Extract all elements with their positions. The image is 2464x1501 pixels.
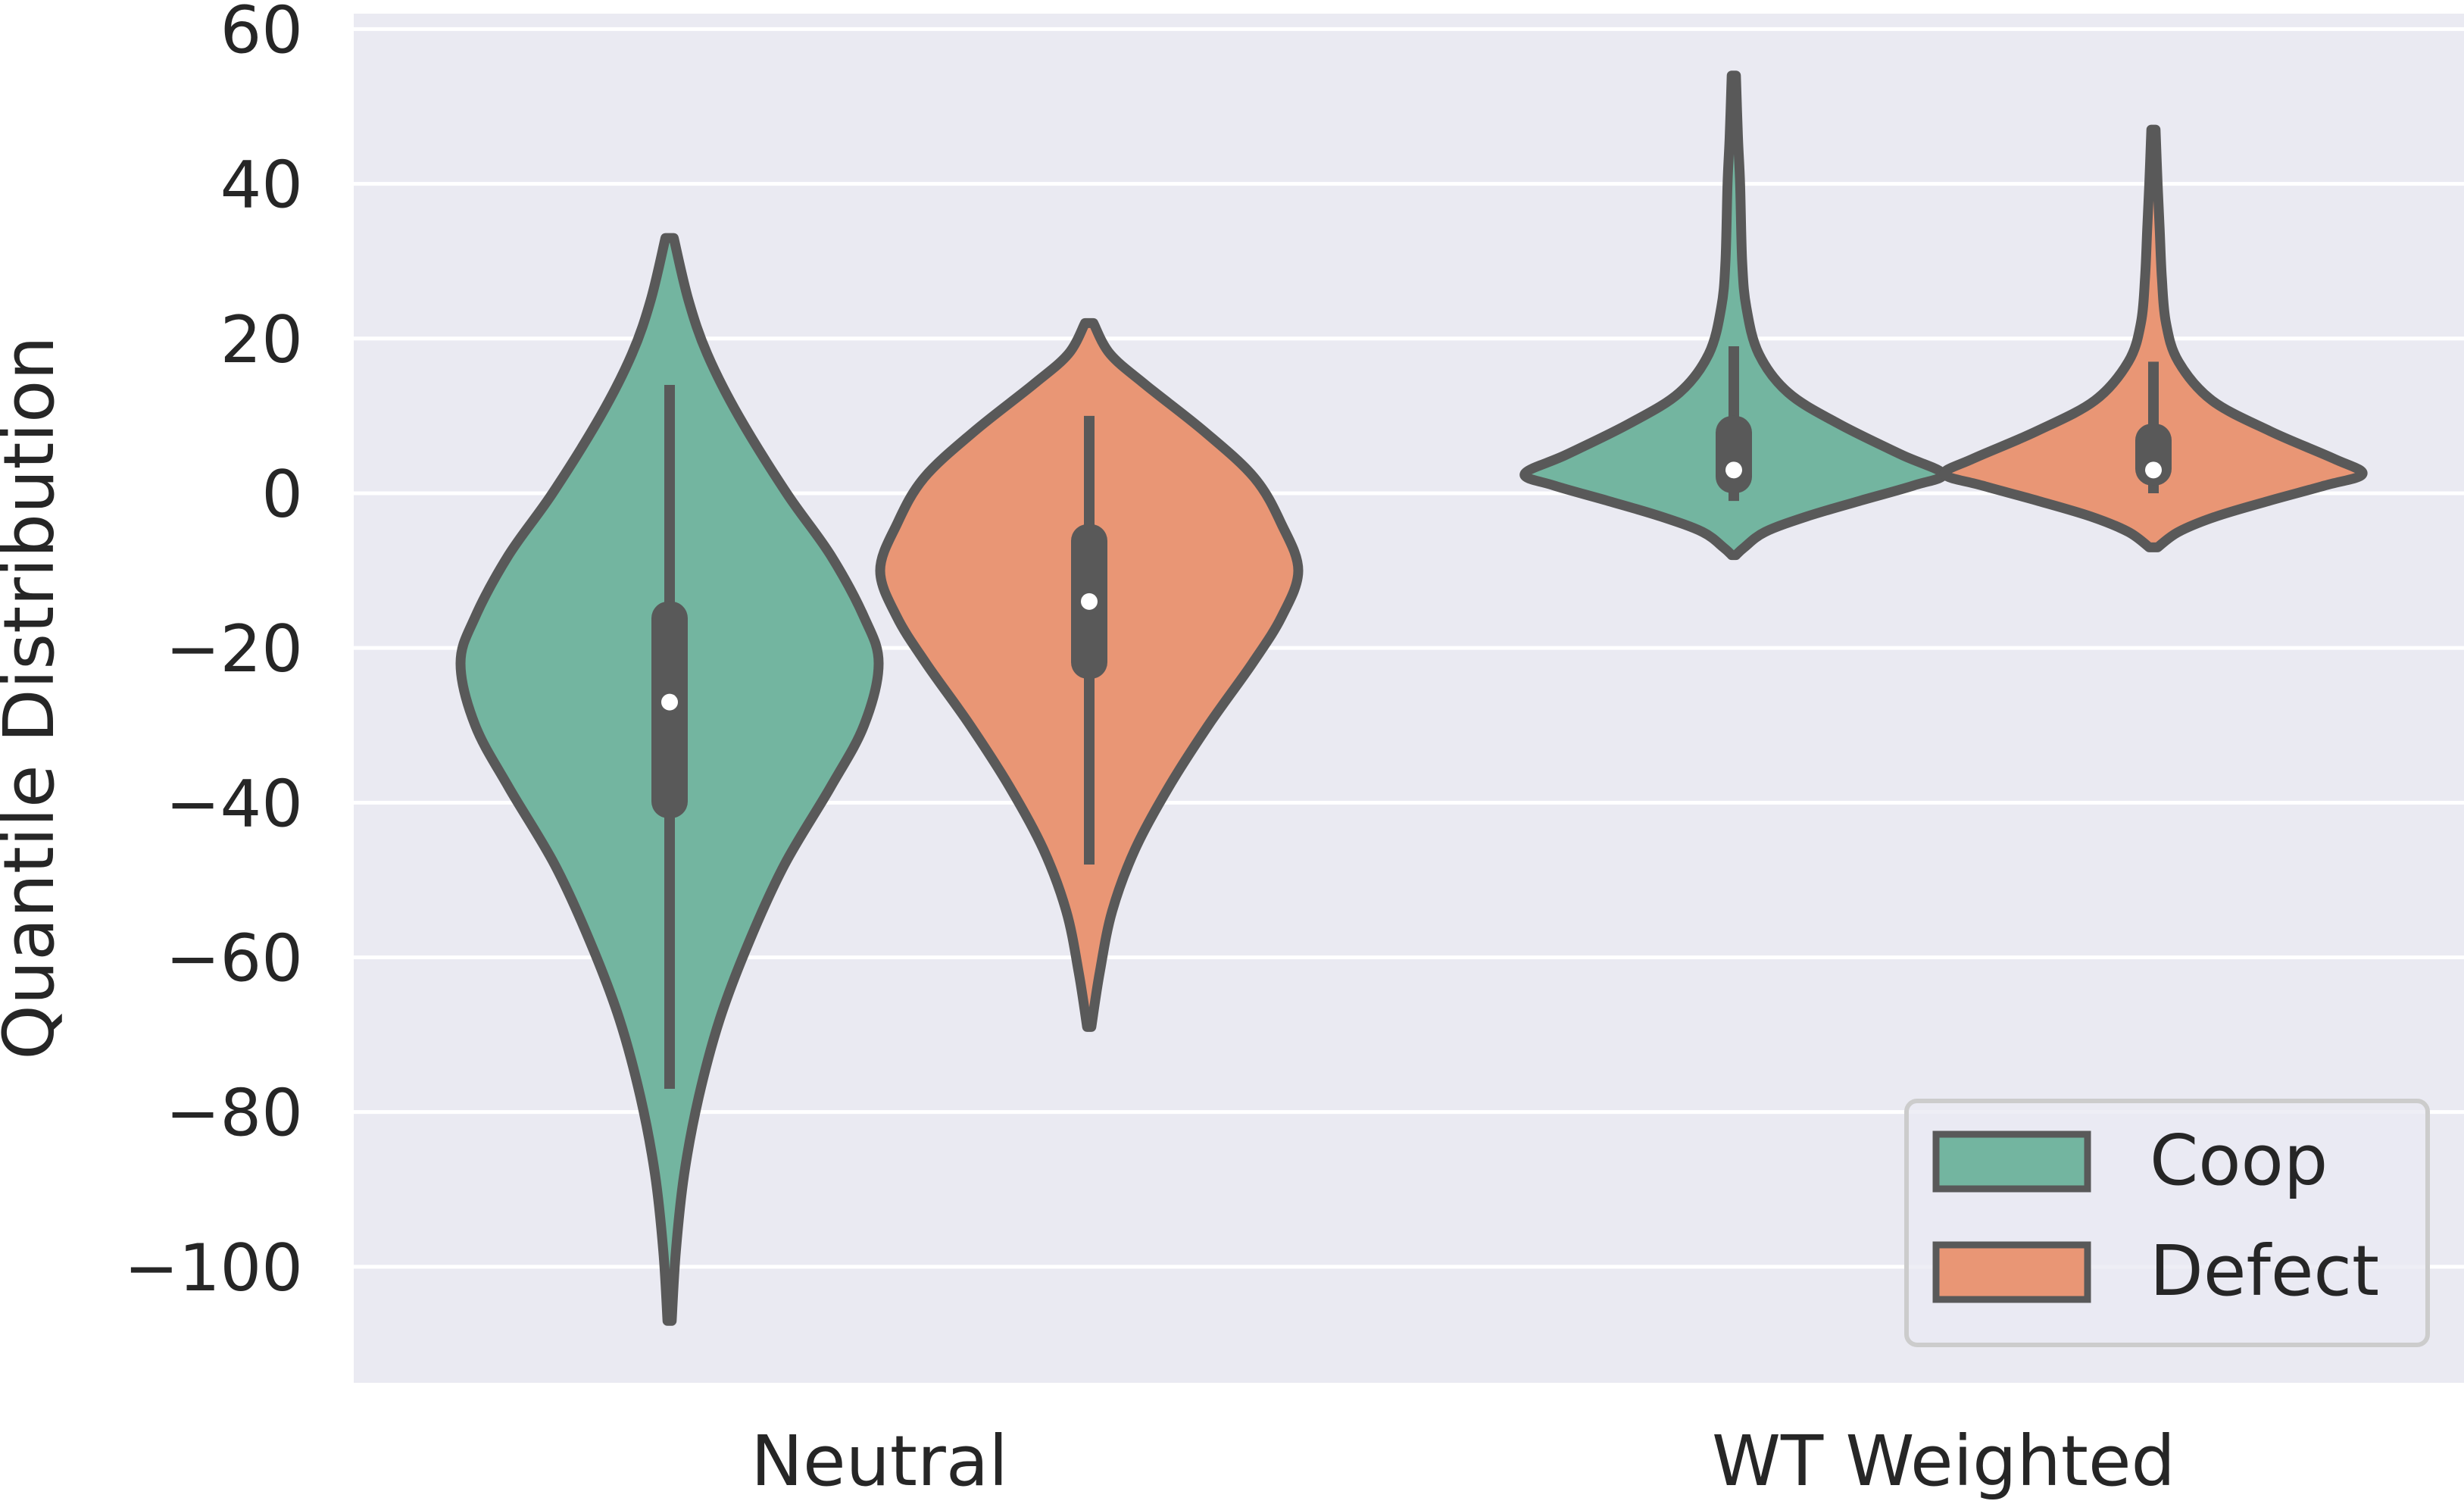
legend-label-coop: Coop <box>2150 1120 2328 1201</box>
violin-median-dot <box>661 693 678 711</box>
y-tick-label: 40 <box>220 148 303 224</box>
violin-coop-wt-weighted <box>1519 70 1948 561</box>
y-tick-label: 60 <box>220 0 303 68</box>
y-axis-label: Quantile Distribution <box>0 336 70 1059</box>
violin-coop-neutral <box>455 233 884 1326</box>
violin-body <box>1519 70 1948 561</box>
violin-median-dot <box>1081 593 1098 610</box>
y-tick-label: −100 <box>124 1231 303 1306</box>
legend-swatch-coop <box>1932 1130 2091 1193</box>
legend-swatch-defect <box>1932 1241 2091 1303</box>
violin-body <box>1939 124 2368 552</box>
violin-median-dot <box>1725 461 1742 479</box>
y-tick-label: −20 <box>166 611 304 687</box>
y-tick-label: 20 <box>220 302 303 378</box>
violin-iqr-box <box>2135 424 2172 486</box>
violin-median-dot <box>2145 461 2162 479</box>
y-axis-ticks: 60 40 20 0 −20 −40 −60 −80 −100 <box>124 0 303 1306</box>
violins <box>455 70 2368 1326</box>
violin-defect-wt-weighted <box>1939 124 2368 552</box>
x-category-label: Neutral <box>751 1421 1008 1501</box>
violin-iqr-box <box>1716 415 1752 493</box>
y-tick-label: 0 <box>261 457 303 533</box>
x-category-label: WT Weighted <box>1712 1421 2175 1501</box>
violin-defect-neutral <box>875 317 1304 1032</box>
y-tick-label: −60 <box>166 921 304 997</box>
legend: Coop Defect <box>1904 1099 2430 1347</box>
legend-label-defect: Defect <box>2150 1231 2379 1312</box>
y-tick-label: −40 <box>166 766 304 842</box>
x-axis-categories: Neutral WT Weighted <box>751 1421 2175 1501</box>
y-tick-label: −80 <box>166 1076 304 1152</box>
